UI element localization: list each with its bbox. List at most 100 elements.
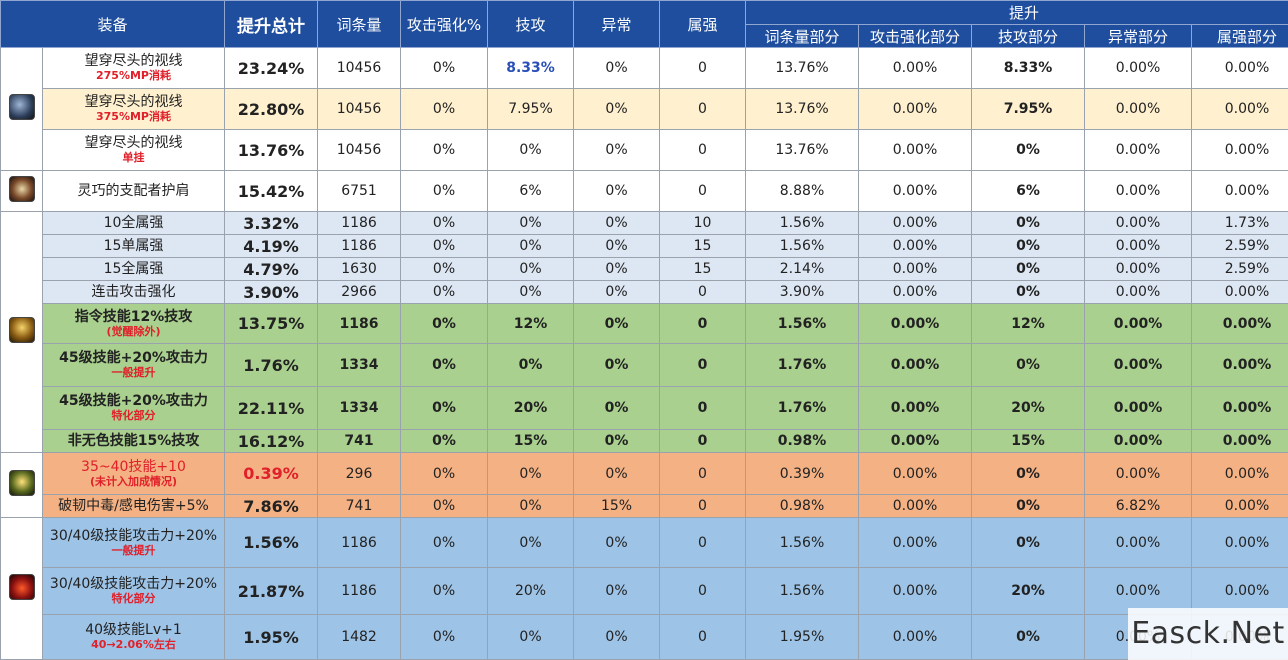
- skillatk-cell: 0%: [487, 343, 575, 387]
- gain-skillatk-cell: 0%: [971, 129, 1086, 171]
- bracelet-icon: [8, 317, 35, 343]
- equipment-name: 10全属强: [103, 215, 164, 231]
- gain-skillatk-cell: 0%: [971, 234, 1086, 258]
- necklace-icon: [8, 470, 35, 496]
- gain-entries-cell: 1.56%: [745, 567, 860, 615]
- gain-entries-cell: 2.14%: [745, 257, 860, 281]
- element-cell: 0: [659, 343, 747, 387]
- gain-entries-cell: 1.76%: [745, 343, 860, 387]
- gain-skillatk-cell: 0%: [971, 517, 1086, 568]
- equipment-note: 一般提升: [111, 366, 156, 379]
- abnormal-cell: 0%: [573, 88, 661, 130]
- gain-abnormal-cell: 0.00%: [1084, 303, 1193, 344]
- gain-attack-cell: 0.00%: [858, 47, 973, 89]
- gain-element-cell: 0.00%: [1191, 567, 1288, 615]
- abnormal-cell: 0%: [573, 614, 661, 660]
- table-row: 45级技能+20%攻击力 特化部分 22.11% 1334 0% 20% 0% 0 1.76% 0…: [0, 386, 1288, 430]
- equipment-note: 275%MP消耗: [96, 69, 171, 82]
- gain-skillatk-cell: 7.95%: [971, 88, 1086, 130]
- header-attack: 攻击强化%: [400, 0, 489, 48]
- skillatk-cell: 20%: [487, 567, 575, 615]
- gain-element-cell: 1.73%: [1191, 211, 1288, 235]
- gain-attack-cell: 0.00%: [858, 452, 973, 495]
- skillatk-cell: 7.95%: [487, 88, 575, 130]
- gain-abnormal-cell: 0.00%: [1084, 343, 1193, 387]
- gain-skillatk-cell: 0%: [971, 257, 1086, 281]
- gain-entries-cell: 13.76%: [745, 88, 860, 130]
- gain-entries-cell: 8.88%: [745, 170, 860, 212]
- entries-cell: 10456: [317, 47, 402, 89]
- attack-cell: 0%: [400, 88, 489, 130]
- equipment-name: 35~40技能+10: [81, 458, 186, 475]
- table-row: 破韧中毒/感电伤害+5% 7.86% 741 0% 0% 15% 0 0.98% 0.00% 0%…: [0, 494, 1288, 518]
- entries-cell: 1186: [317, 567, 402, 615]
- gain-element-cell: 0.00%: [1191, 280, 1288, 304]
- gain-element-cell: 0.00%: [1191, 386, 1288, 430]
- total-cell: 22.11%: [224, 386, 319, 430]
- gain-attack-cell: 0.00%: [858, 170, 973, 212]
- table-row: 30/40级技能攻击力+20% 一般提升 1.56% 1186 0% 0% 0% 0 1.56%…: [0, 517, 1288, 660]
- gain-element-cell: 0.00%: [1191, 129, 1288, 171]
- header-sub-abnormal: 异常部分: [1084, 24, 1193, 48]
- equipment-icon-cell: [0, 517, 43, 660]
- header-abnormal: 异常: [573, 0, 661, 48]
- gain-element-cell: 0.00%: [1191, 47, 1288, 89]
- gain-attack-cell: 0.00%: [858, 429, 973, 453]
- gain-abnormal-cell: 0.00%: [1084, 517, 1193, 568]
- skillatk-cell: 0%: [487, 129, 575, 171]
- gain-skillatk-cell: 15%: [971, 429, 1086, 453]
- element-cell: 0: [659, 386, 747, 430]
- entries-cell: 2966: [317, 280, 402, 304]
- skillatk-cell: 0%: [487, 234, 575, 258]
- table-row: 望穿尽头的视线 275%MP消耗 23.24% 10456 0% 8.33% 0% 0 13.7…: [0, 47, 1288, 171]
- table-row: 10全属强 3.32% 1186 0% 0% 0% 10 1.56% 0.00% 0% 0.00% 1…: [0, 211, 1288, 453]
- element-cell: 0: [659, 170, 747, 212]
- entries-cell: 1186: [317, 234, 402, 258]
- table-row: 35~40技能+10 (未计入加成情况) 0.39% 296 0% 0% 0% 0 0.39% 0…: [0, 452, 1288, 518]
- attack-cell: 0%: [400, 129, 489, 171]
- gain-skillatk-cell: 0%: [971, 614, 1086, 660]
- element-cell: 0: [659, 452, 747, 495]
- entries-cell: 741: [317, 429, 402, 453]
- attack-cell: 0%: [400, 303, 489, 344]
- gain-abnormal-cell: 0.00%: [1084, 88, 1193, 130]
- watermark: Easck.Net: [1128, 608, 1288, 660]
- table-row: 望穿尽头的视线 单挂 13.76% 10456 0% 0% 0% 0 13.76% 0.00% 0%…: [0, 129, 1288, 171]
- gain-attack-cell: 0.00%: [858, 234, 973, 258]
- total-cell: 22.80%: [224, 88, 319, 130]
- gain-element-cell: 0.00%: [1191, 429, 1288, 453]
- gain-abnormal-cell: 0.00%: [1084, 170, 1193, 212]
- gain-abnormal-cell: 0.00%: [1084, 211, 1193, 235]
- abnormal-cell: 0%: [573, 517, 661, 568]
- equipment-name-cell: 非无色技能15%技攻: [41, 429, 226, 453]
- abnormal-cell: 0%: [573, 303, 661, 344]
- gain-entries-cell: 3.90%: [745, 280, 860, 304]
- equipment-name-cell: 连击攻击强化: [41, 280, 226, 304]
- gain-attack-cell: 0.00%: [858, 386, 973, 430]
- element-cell: 0: [659, 494, 747, 518]
- table-row: 非无色技能15%技攻 16.12% 741 0% 15% 0% 0 0.98% 0.00% 15%…: [0, 429, 1288, 453]
- skillatk-cell: 0%: [487, 614, 575, 660]
- gain-attack-cell: 0.00%: [858, 303, 973, 344]
- equipment-name: 望穿尽头的视线: [84, 94, 183, 110]
- gain-attack-cell: 0.00%: [858, 494, 973, 518]
- gain-skillatk-cell: 12%: [971, 303, 1086, 344]
- gain-abnormal-cell: 0.00%: [1084, 280, 1193, 304]
- equipment-note: 特化部分: [111, 592, 156, 605]
- gain-skillatk-cell: 0%: [971, 280, 1086, 304]
- gain-entries-cell: 1.76%: [745, 386, 860, 430]
- abnormal-cell: 0%: [573, 211, 661, 235]
- attack-cell: 0%: [400, 517, 489, 568]
- table-row: 15全属强 4.79% 1630 0% 0% 0% 15 2.14% 0.00% 0% 0.00% 2…: [0, 257, 1288, 281]
- shoulder-icon: [8, 176, 35, 202]
- table-row: 连击攻击强化 3.90% 2966 0% 0% 0% 0 3.90% 0.00% 0% 0.00% 0…: [0, 280, 1288, 304]
- total-cell: 1.76%: [224, 343, 319, 387]
- element-cell: 0: [659, 303, 747, 344]
- skillatk-cell: 0%: [487, 517, 575, 568]
- table-body: 望穿尽头的视线 275%MP消耗 23.24% 10456 0% 8.33% 0% 0 13.7…: [0, 47, 1288, 660]
- total-cell: 0.39%: [224, 452, 319, 495]
- gain-element-cell: 0.00%: [1191, 494, 1288, 518]
- gain-entries-cell: 0.98%: [745, 429, 860, 453]
- equipment-name: 15全属强: [103, 261, 164, 277]
- gain-skillatk-cell: 20%: [971, 567, 1086, 615]
